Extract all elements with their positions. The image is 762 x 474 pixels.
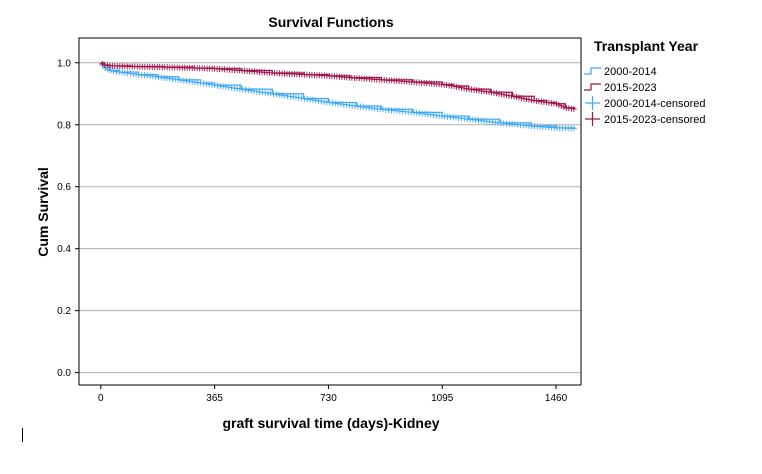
x-tick-label: 0 xyxy=(98,393,104,404)
censor-mark xyxy=(560,104,567,111)
y-tick-label: 0.8 xyxy=(57,120,71,131)
censor-marks xyxy=(99,60,577,132)
censor-mark xyxy=(518,95,525,102)
censor-mark xyxy=(456,84,463,91)
x-axis-title: graft survival time (days)-Kidney xyxy=(222,415,439,431)
chart-title: Survival Functions xyxy=(268,14,393,30)
censor-mark xyxy=(488,89,495,96)
y-tick-label: 1.0 xyxy=(57,58,71,69)
censor-mark xyxy=(309,96,316,103)
legend-label: 2015-2023 xyxy=(604,82,657,94)
censor-mark xyxy=(505,92,512,99)
legend-label: 2000-2014 xyxy=(604,66,657,78)
censor-mark xyxy=(463,85,470,92)
legend: Transplant Year 2000-2014 2015-2023 2000-2… xyxy=(584,38,706,126)
censor-mark xyxy=(523,96,530,103)
censor-mark xyxy=(558,102,565,109)
y-axis-title: Cum Survival xyxy=(35,167,51,256)
plot-frame xyxy=(78,37,582,386)
censor-mark xyxy=(312,97,319,104)
censor-mark xyxy=(104,66,111,73)
censor-mark xyxy=(315,97,322,104)
y-tick-label: 0.2 xyxy=(57,306,71,317)
censor-mark xyxy=(503,92,510,99)
censor-mark xyxy=(458,84,465,91)
censor-mark xyxy=(99,60,106,67)
x-tick-label: 1095 xyxy=(431,393,454,404)
censor-mark xyxy=(528,97,535,104)
censor-mark xyxy=(500,91,507,98)
censor-mark xyxy=(453,83,460,90)
censor-mark xyxy=(495,90,502,97)
censor-mark xyxy=(318,98,325,105)
censor-mark xyxy=(451,83,458,90)
censor-mark xyxy=(555,101,562,108)
x-axis-ticks: 0 365 730 1095 1460 xyxy=(98,385,568,404)
censor-mark xyxy=(493,90,500,97)
censor-mark xyxy=(461,85,468,92)
x-tick-label: 730 xyxy=(320,393,337,404)
censor-mark xyxy=(491,89,498,96)
censor-mark xyxy=(508,93,515,100)
legend-label: 2015-2023-censored xyxy=(604,114,706,126)
censor-mark xyxy=(570,106,577,113)
censor-mark xyxy=(520,95,527,102)
censor-mark xyxy=(307,96,314,103)
censor-mark xyxy=(304,96,311,103)
legend-censor-symbol xyxy=(585,112,600,126)
y-tick-label: 0.0 xyxy=(57,368,71,379)
censor-mark xyxy=(301,95,308,102)
x-tick-label: 1460 xyxy=(545,393,568,404)
censor-mark xyxy=(510,93,517,100)
series-line-2000-2014 xyxy=(100,62,576,129)
grid xyxy=(79,62,581,374)
censor-mark xyxy=(321,98,328,105)
legend-line-symbol xyxy=(584,67,601,75)
censor-mark xyxy=(113,68,120,75)
censor-mark xyxy=(553,100,560,107)
text-cursor xyxy=(22,428,23,442)
censor-mark xyxy=(525,96,532,103)
censor-mark xyxy=(570,125,577,132)
legend-label: 2000-2014-censored xyxy=(604,98,706,110)
censor-mark xyxy=(498,91,505,98)
legend-censor-symbol xyxy=(585,96,600,110)
censor-mark xyxy=(107,67,114,74)
x-tick-label: 365 xyxy=(206,393,223,404)
censor-mark xyxy=(515,94,522,101)
legend-line-symbol xyxy=(584,83,601,91)
y-axis-ticks: 0.0 0.2 0.4 0.6 0.8 1.0 xyxy=(57,58,79,379)
y-tick-label: 0.4 xyxy=(57,244,71,255)
y-tick-label: 0.6 xyxy=(57,182,71,193)
censor-mark xyxy=(513,94,520,101)
censor-mark xyxy=(110,68,117,75)
legend-title: Transplant Year xyxy=(594,38,699,54)
